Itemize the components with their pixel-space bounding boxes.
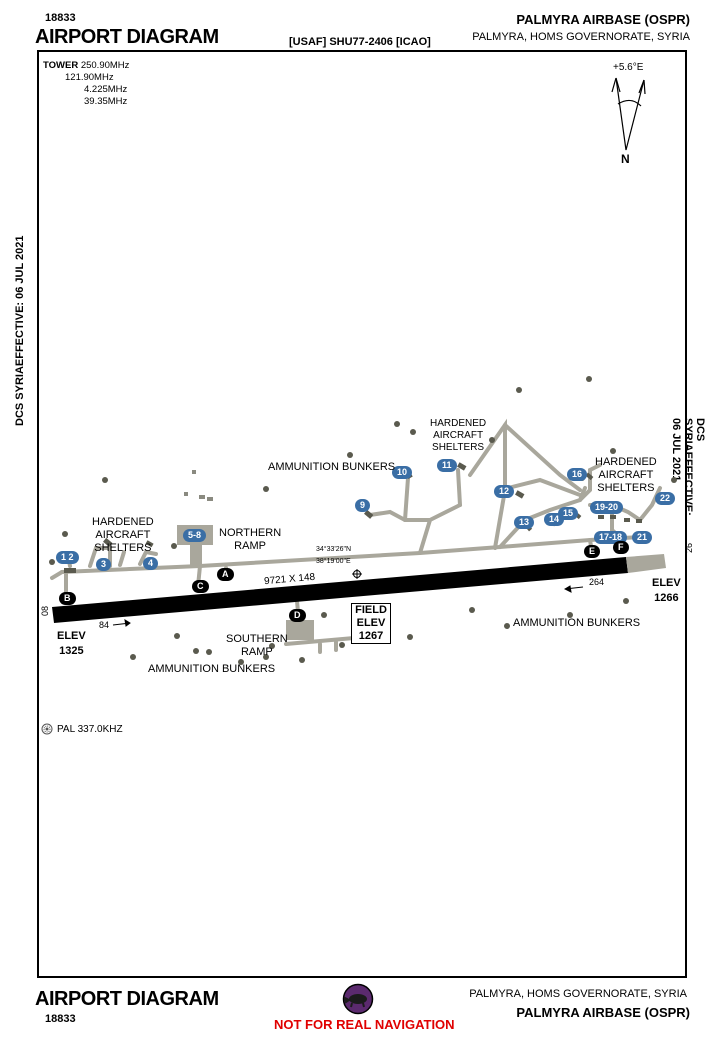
label-line: RAMP: [234, 540, 266, 552]
label-line: RAMP: [240, 646, 273, 658]
airport-name: PALMYRA AIRBASE (OSPR): [516, 12, 690, 27]
field-elev-line1: FIELD: [355, 604, 387, 616]
frequency-3: 4.225MHz: [84, 84, 128, 95]
airport-reference-point-icon: [352, 569, 362, 579]
runway-heading-84: 84: [99, 620, 110, 630]
runway-08-26: [52, 554, 666, 623]
southern-ramp-label: SOUTHERN RAMP: [226, 633, 288, 659]
shelter-badge-10: 10: [392, 466, 413, 479]
field-elev-value: 1267: [358, 630, 384, 642]
elev-east-value: 1266: [654, 592, 679, 604]
shelter-badge-4: 4: [143, 557, 159, 570]
label-line: AIRCRAFT: [433, 430, 484, 441]
ndb-icon: [41, 723, 53, 735]
shelter-badge-13: 13: [514, 516, 535, 529]
north-label: N: [621, 152, 630, 166]
label-line: NORTHERN: [219, 527, 282, 539]
footer-location: PALMYRA, HOMS GOVERNORATE, SYRIA: [469, 988, 687, 1000]
magnetic-variation: +5.6°E: [613, 62, 644, 73]
runway-heading-264: 264: [589, 577, 605, 587]
frequency-1: 250.90MHz: [80, 60, 130, 71]
elev-west-value: 1325: [59, 645, 84, 657]
footer-title: AIRPORT DIAGRAM: [35, 988, 219, 1010]
compass-rose: [611, 77, 646, 151]
taxiway-e-label: E: [584, 545, 601, 558]
shelter-badge-1-2: 1 2: [56, 551, 79, 564]
label-line: SOUTHERN: [226, 633, 288, 645]
elevation-west: ELEV 1325: [57, 629, 86, 659]
runway-overrun: [626, 554, 666, 573]
ammunition-bunkers-north-label: AMMUNITION BUNKERS: [268, 461, 396, 473]
elev-east-label: ELEV: [652, 577, 681, 589]
boar-logo-icon: [342, 983, 374, 1015]
compass-needles: [615, 77, 645, 151]
taxiway-f-label: F: [613, 541, 629, 554]
runway-surface: [52, 557, 628, 623]
shelter-badge-17-18: 17-18: [594, 531, 628, 544]
ident-line: [USAF] SHU77-2406 [ICAO]: [289, 36, 431, 48]
chart-number: 18833: [45, 12, 76, 24]
tower-frequencies: TOWER 250.90MHz 121.90MHz 4.225MHz 39.35…: [43, 60, 129, 108]
ammunition-bunkers-southwest-label: AMMUNITION BUNKERS: [148, 663, 276, 675]
label-line: HARDENED: [430, 418, 487, 429]
shelter-badge-11: 11: [437, 459, 457, 472]
runway-end-08: 08: [40, 605, 50, 616]
frequency-2: 121.90MHz: [65, 72, 114, 83]
shelter-2-label: 2: [68, 552, 74, 562]
hardened-shelters-west-label: HARDENED AIRCRAFT SHELTERS: [92, 516, 154, 555]
runway-heading-arrows: [112, 585, 584, 627]
longitude: 38°19'00"E: [316, 558, 351, 565]
chart-title: AIRPORT DIAGRAM: [35, 26, 219, 48]
label-line: AIRCRAFT: [598, 469, 654, 481]
diagram-frame: [37, 50, 687, 978]
shelter-badge-16: 16: [567, 468, 588, 481]
label-line: SHELTERS: [94, 542, 152, 554]
true-north-arrow-icon: [611, 77, 621, 93]
taxiway-d-label: D: [289, 609, 306, 622]
taxiway-a-label: A: [217, 568, 234, 581]
taxiway-c-label: C: [192, 580, 209, 593]
hardened-shelters-mid-label: HARDENED AIRCRAFT SHELTERS: [430, 418, 486, 454]
arrow-84-icon: [124, 619, 131, 627]
northern-ramp-label: NORTHERN RAMP: [219, 527, 281, 553]
label-line: SHELTERS: [597, 482, 655, 494]
ammunition-bunkers: [49, 376, 677, 665]
hardened-shelters-east-label: HARDENED AIRCRAFT SHELTERS: [595, 456, 657, 495]
magnetic-north-arrow-icon: [638, 79, 646, 95]
southern-ramp-pad: [286, 620, 314, 640]
northern-buildings: [184, 470, 213, 501]
footer-airport-name: PALMYRA AIRBASE (OSPR): [516, 1005, 690, 1020]
latitude: 34°33'26"N: [316, 546, 352, 553]
elev-west-label: ELEV: [57, 630, 86, 642]
label-line: AIRCRAFT: [95, 529, 151, 541]
shelter-badge-3: 3: [96, 558, 112, 571]
shelter-badge-12: 12: [494, 485, 515, 498]
arrow-264-icon: [563, 585, 572, 593]
airport-location: PALMYRA, HOMS GOVERNORATE, SYRIA: [472, 31, 690, 43]
footer-chart-number: 18833: [45, 1013, 76, 1025]
tower-label: TOWER: [43, 60, 79, 71]
field-elev-line2: ELEV: [356, 617, 386, 629]
label-line: HARDENED: [92, 516, 154, 528]
ammunition-bunkers-southeast-label: AMMUNITION BUNKERS: [513, 617, 641, 629]
shelter-badge-22: 22: [655, 492, 676, 505]
airport-coordinates: 34°33'26"N 38°19'00"E: [316, 544, 351, 568]
shelter-badge-19-20: 19-20: [590, 501, 624, 514]
shelter-badge-21: 21: [632, 531, 653, 544]
variation-arc: [617, 99, 642, 107]
label-line: HARDENED: [595, 456, 657, 468]
frequency-4: 39.35MHz: [84, 96, 128, 107]
field-elevation-box: FIELD ELEV 1267: [351, 603, 391, 644]
elevation-east: ELEV 1266: [652, 576, 681, 606]
ndb-frequency: PAL 337.0KHZ: [57, 724, 123, 735]
not-for-navigation-warning: NOT FOR REAL NAVIGATION: [274, 1017, 455, 1032]
label-line: SHELTERS: [432, 442, 485, 453]
runway-end-26: 26: [684, 542, 694, 553]
shelter-badge-15: 15: [558, 507, 579, 520]
shelter-badge-5-8: 5-8: [183, 529, 207, 542]
shelter-badge-9: 9: [355, 499, 371, 512]
taxiway-b-label: B: [59, 592, 76, 605]
shelter-1-label: 1: [61, 552, 67, 562]
